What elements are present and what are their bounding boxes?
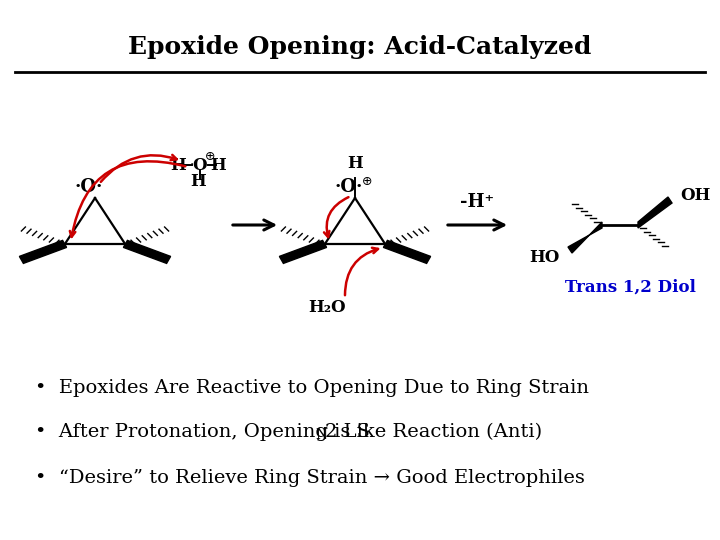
Polygon shape: [19, 240, 66, 264]
Text: ⊕: ⊕: [361, 175, 372, 188]
Text: OH: OH: [680, 186, 711, 204]
Polygon shape: [123, 240, 171, 264]
Polygon shape: [638, 197, 672, 228]
Text: ⊕: ⊕: [204, 151, 215, 164]
Text: O: O: [193, 157, 207, 173]
Text: •  Epoxides Are Reactive to Opening Due to Ring Strain: • Epoxides Are Reactive to Opening Due t…: [35, 379, 589, 397]
Text: H₂O: H₂O: [308, 300, 346, 316]
Polygon shape: [279, 240, 327, 264]
Text: ·O·: ·O·: [335, 178, 363, 196]
Text: •  “Desire” to Relieve Ring Strain → Good Electrophiles: • “Desire” to Relieve Ring Strain → Good…: [35, 469, 585, 487]
Text: •  After Protonation, Opening is S: • After Protonation, Opening is S: [35, 423, 370, 441]
Text: H: H: [347, 155, 363, 172]
Text: Epoxide Opening: Acid-Catalyzed: Epoxide Opening: Acid-Catalyzed: [128, 35, 592, 59]
Text: 2 Like Reaction (Anti): 2 Like Reaction (Anti): [325, 423, 542, 441]
Text: ··: ··: [189, 158, 199, 172]
Text: H: H: [170, 157, 186, 173]
Polygon shape: [568, 222, 602, 253]
Text: HO: HO: [530, 248, 560, 266]
Text: Trans 1,2 Diol: Trans 1,2 Diol: [564, 279, 696, 295]
Text: -H⁺: -H⁺: [460, 193, 495, 211]
Text: ·O·: ·O·: [75, 178, 103, 196]
Text: H: H: [210, 157, 226, 173]
Text: N: N: [315, 428, 327, 442]
Polygon shape: [383, 240, 431, 264]
Text: H: H: [190, 172, 206, 190]
